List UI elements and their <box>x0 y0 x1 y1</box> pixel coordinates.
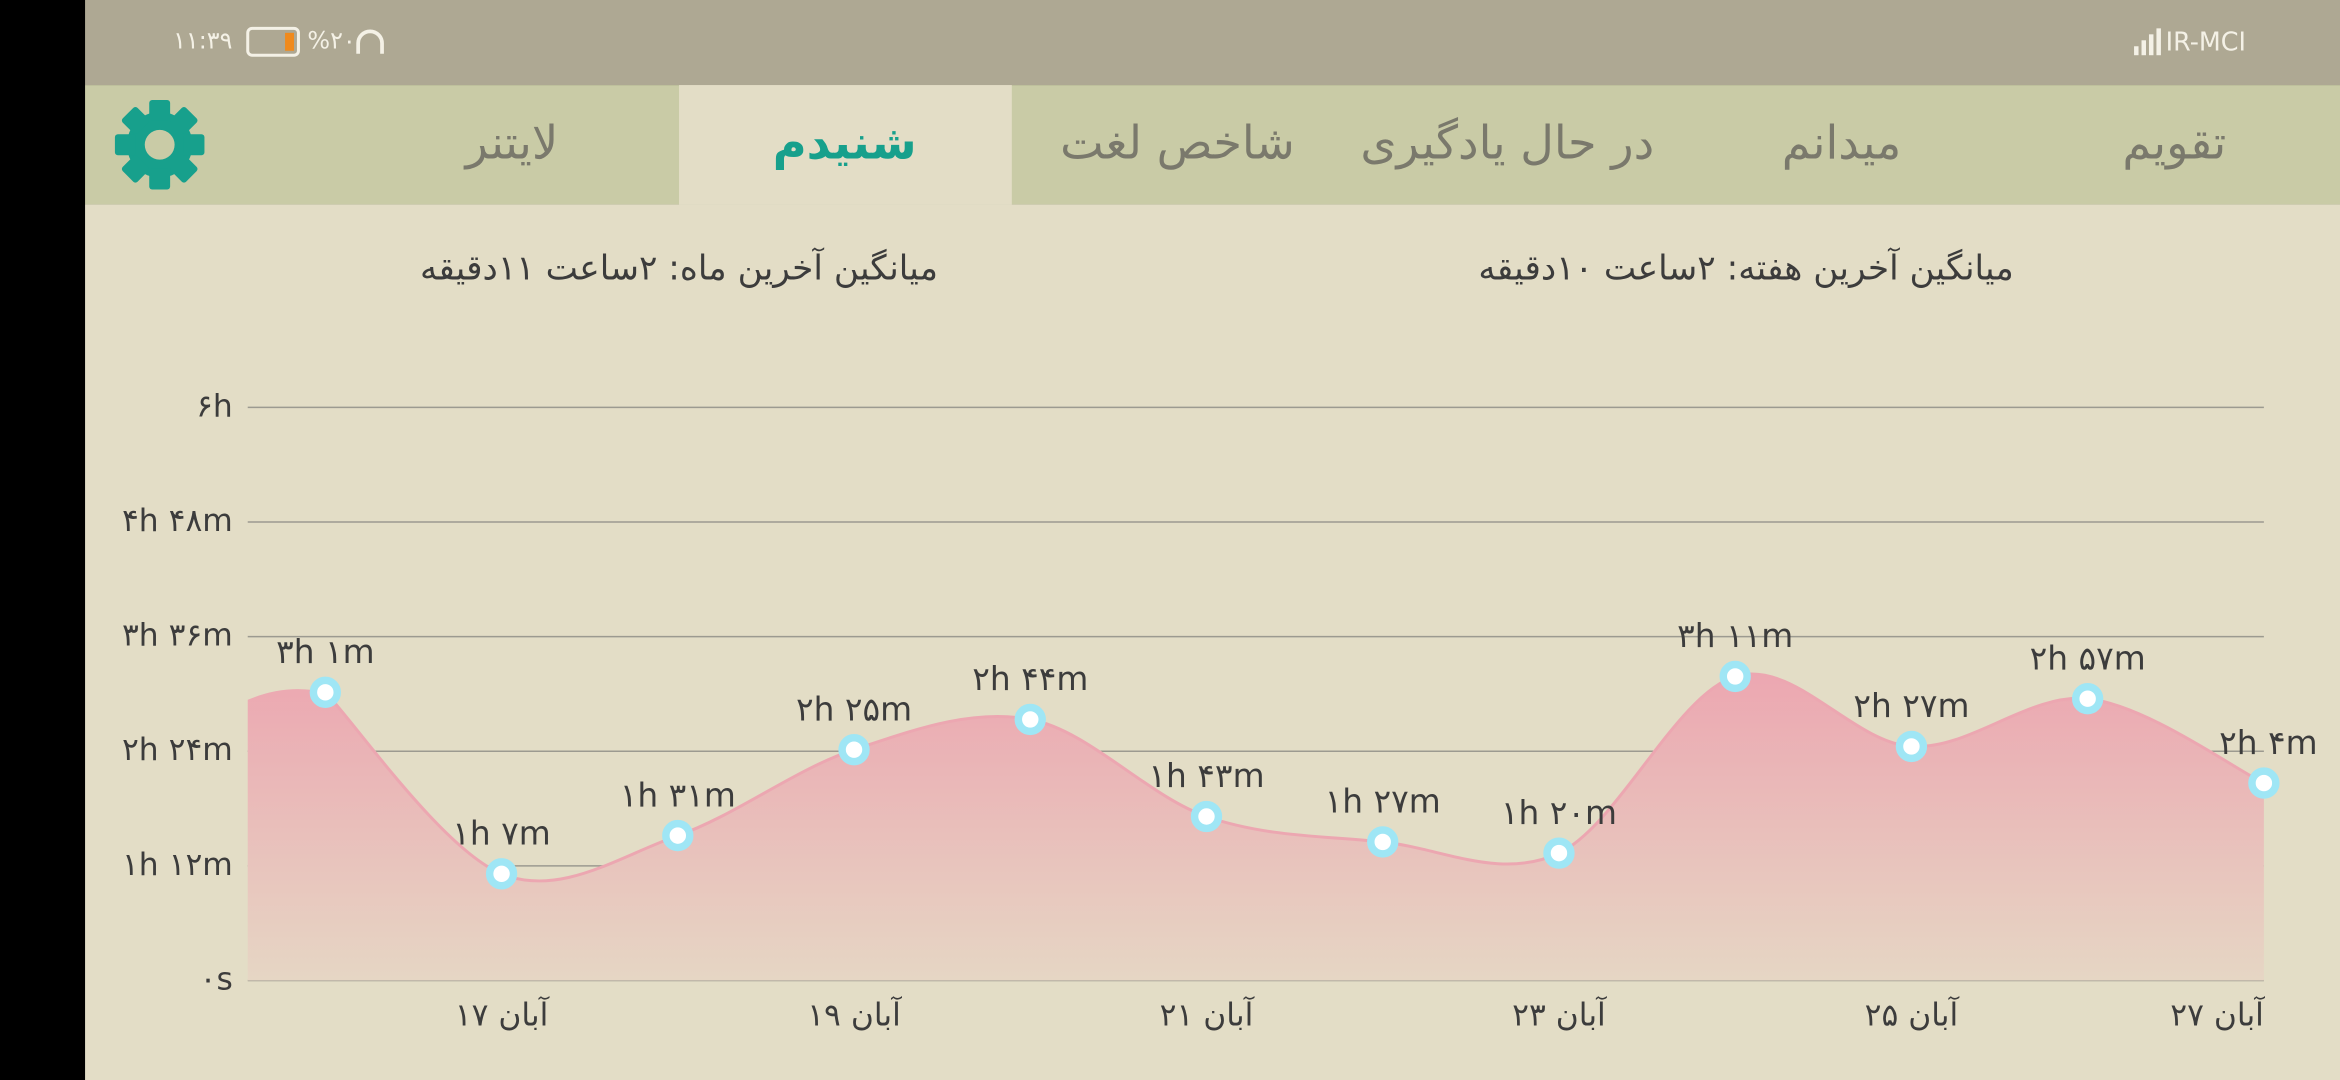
value-label: ۱h ۲۰m <box>1501 794 1617 832</box>
tab[interactable]: میدانم <box>1782 116 1902 170</box>
tab[interactable]: شاخص لغت <box>1060 116 1295 171</box>
battery-level: %۲۰ <box>307 26 355 54</box>
data-point <box>1895 730 1928 763</box>
data-point <box>1190 800 1223 833</box>
data-point <box>1543 837 1575 869</box>
value-label: ۲h ۲۵m <box>796 690 912 728</box>
x-tick-label: ۲۱ آبان <box>1160 995 1255 1033</box>
tab[interactable]: در حال یادگیری <box>1360 116 1654 171</box>
data-point <box>485 858 518 890</box>
tab[interactable]: لایتنر <box>464 116 559 171</box>
tab-selected-bg <box>679 85 1012 205</box>
carrier: IR-MCI <box>2166 26 2246 56</box>
headphone-icon <box>356 29 384 54</box>
y-tick-label: ۱h ۱۲m <box>122 847 233 883</box>
value-label: ۲h ۴۴m <box>972 660 1088 698</box>
settings-button[interactable] <box>114 99 205 190</box>
value-label: ۳h ۱۱m <box>1677 617 1793 655</box>
clock: ۱۱:۳۹ <box>173 26 232 54</box>
value-label: ۱h ۲۷m <box>1325 783 1441 821</box>
signal-icon <box>2134 28 2161 56</box>
gear-tooth <box>121 106 149 135</box>
data-point <box>662 819 694 852</box>
x-tick-label: ۲۳ آبان <box>1512 995 1607 1033</box>
x-tick-label: ۱۹ آبان <box>807 995 902 1033</box>
week-average: میانگین آخرین هفته: ۲ساعت ۱۰دقیقه <box>1478 247 2013 289</box>
data-point <box>1719 660 1751 693</box>
gear-tooth <box>183 134 205 156</box>
value-label: ۳h ۱m <box>276 633 375 671</box>
value-label: ۲h ۴m <box>2219 724 2318 762</box>
gear-tooth <box>114 134 136 156</box>
status-bar <box>85 0 2340 86</box>
gear-tooth <box>121 155 149 183</box>
value-label: ۱h ۳۱m <box>620 776 736 814</box>
month-average: میانگین آخرین ماه: ۲ساعت ۱۱دقیقه <box>420 247 938 289</box>
data-point <box>838 733 870 766</box>
gear-tooth <box>170 106 198 135</box>
data-point <box>309 676 342 709</box>
value-label: ۲h ۵۷m <box>2030 639 2146 677</box>
y-tick-label: ۲h ۲۴m <box>122 732 233 768</box>
line <box>324 672 2265 883</box>
data-point <box>1014 703 1046 736</box>
y-tick-label: ۰s <box>200 961 233 997</box>
gear-tooth <box>170 155 198 183</box>
tab-bar <box>85 85 2340 205</box>
gear-tooth <box>149 99 171 121</box>
value-label: ۲h ۲۷m <box>1853 687 1969 725</box>
battery-icon <box>246 26 300 57</box>
data-point <box>1367 826 1399 858</box>
value-label: ۱h ۴۳m <box>1148 757 1264 795</box>
left-edge <box>0 0 86 1080</box>
y-tick-label: ۳h ۳۶m <box>122 618 233 654</box>
data-point <box>2248 767 2280 799</box>
x-tick-label: ۲۵ آبان <box>1865 995 1960 1033</box>
data-point <box>2071 683 2104 715</box>
tab[interactable]: شنیدم <box>773 116 917 170</box>
gear-tooth <box>149 168 171 190</box>
value-label: ۱h ۷m <box>452 815 551 853</box>
y-tick-label: ۶h <box>196 388 233 424</box>
tab[interactable]: تقویم <box>2122 116 2226 171</box>
x-tick-label: ۲۷ آبان <box>2170 995 2265 1033</box>
y-tick-label: ۴h ۴۸m <box>122 503 233 539</box>
x-tick-label: ۱۷ آبان <box>455 995 550 1033</box>
area-fill <box>247 673 2264 981</box>
